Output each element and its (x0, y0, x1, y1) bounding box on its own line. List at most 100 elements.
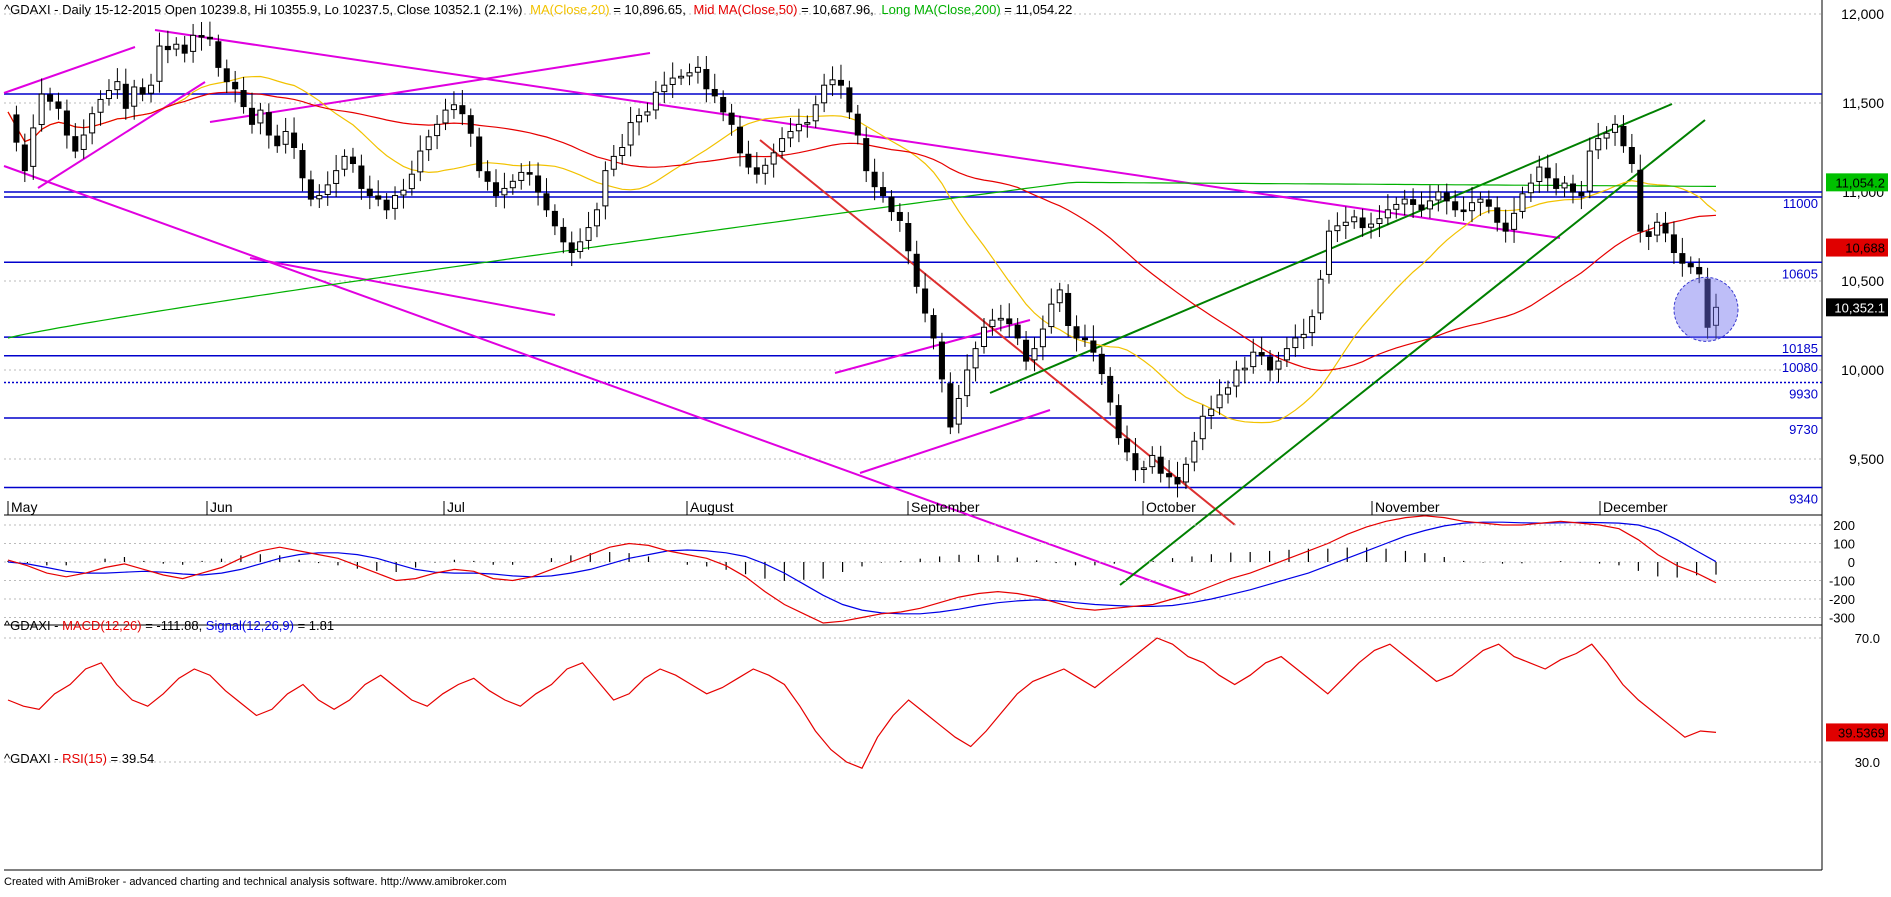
candle-body (1468, 202, 1476, 212)
highlight-circle (1673, 276, 1739, 342)
candle-body (333, 170, 340, 184)
macd-tick-label: -100 (1829, 574, 1855, 589)
candle-body (1452, 201, 1459, 211)
candle-body (223, 68, 230, 83)
candle-body (1418, 204, 1425, 211)
candle-body (63, 110, 70, 136)
value-badge (1826, 173, 1888, 192)
candle-body (922, 288, 929, 314)
macd-panel: 200 100 0 -100 -200 -300 (4, 515, 1855, 626)
candle-body (846, 87, 853, 113)
candle-body (1056, 289, 1063, 304)
candle-body (1048, 303, 1055, 328)
candle-body (1359, 217, 1366, 229)
candle-body (1132, 453, 1139, 471)
candle-body (1502, 222, 1509, 232)
candle-body (122, 83, 129, 109)
candle-body (955, 397, 962, 425)
candle-body (526, 172, 533, 175)
candle-body (812, 104, 819, 122)
candle-body (1258, 352, 1265, 357)
candle-body (425, 136, 432, 151)
level-label: 10080 (1782, 360, 1818, 375)
candle-body (753, 167, 760, 175)
candle-body (173, 43, 180, 50)
ma20-label: MA(Close,20) (530, 2, 609, 17)
ma50-label: Mid MA(Close,50) (693, 2, 797, 17)
channel-line (859, 409, 1051, 474)
candle-body (1654, 221, 1661, 236)
candle-body (248, 107, 256, 125)
candle-body (240, 90, 247, 108)
candle-body (30, 127, 37, 167)
candle-body (190, 34, 197, 52)
channel-line (759, 139, 1236, 526)
candle-body (1199, 415, 1206, 440)
candle-body (1712, 306, 1720, 326)
candle-body (551, 210, 558, 227)
candle-body (89, 113, 96, 134)
candle-body (21, 144, 28, 172)
price-header-ticker: ^GDAXI - Daily 15-12-2015 Open 10239.8, … (4, 2, 522, 17)
candle-body (947, 383, 954, 428)
candle-body (535, 175, 542, 193)
candle-body (13, 114, 20, 143)
candle-body (1224, 387, 1232, 395)
value-badge (1826, 238, 1888, 257)
candle-body (501, 187, 508, 196)
candle-body (1090, 340, 1097, 353)
candle-body (1519, 193, 1526, 212)
ma20-line (7, 75, 1717, 424)
candle-body (560, 226, 567, 243)
candle-body (1149, 454, 1156, 468)
candle-body (602, 170, 609, 207)
candle-body (913, 253, 920, 287)
candle-body (880, 187, 887, 197)
value-badge-label: 10,352.1 (1834, 300, 1885, 315)
ma20-value: = 10,896.65, (613, 2, 686, 17)
candle-body (888, 196, 895, 213)
month-axis: May Jun Jul August September October November D… (7, 499, 1668, 515)
ma200-value: = 11,054.22 (1004, 2, 1072, 17)
candle-body (863, 138, 870, 172)
candle-body (366, 188, 373, 197)
candle-body (274, 135, 281, 147)
candle-body (627, 122, 634, 146)
candle-body (1140, 467, 1147, 471)
channel-line (3, 46, 136, 94)
candle-body (644, 111, 651, 116)
candle-body (442, 109, 449, 124)
candle-body (291, 132, 298, 149)
macd-tick-label: -300 (1829, 611, 1855, 626)
candle-body (417, 150, 424, 173)
candle-body (232, 81, 239, 90)
candle-body (375, 195, 382, 200)
candle-body (349, 156, 356, 165)
candle-body (1410, 199, 1417, 205)
candle-body (1485, 199, 1492, 207)
candle-body (1511, 212, 1518, 230)
candle-body (1174, 477, 1181, 485)
candle-body (1342, 221, 1349, 226)
macd-tick-label: 100 (1833, 537, 1855, 552)
channel-line (209, 52, 651, 123)
candle-body (383, 199, 390, 211)
candle-body (1065, 292, 1072, 326)
level-label: 9340 (1789, 491, 1818, 506)
candle-body (1351, 216, 1358, 223)
candle-body (1696, 266, 1703, 275)
candle-body (156, 45, 163, 82)
month-label: Jun (210, 499, 233, 515)
candle-body (1612, 123, 1619, 133)
candle-body (1645, 231, 1652, 238)
price-tick-label: 9,500 (1849, 451, 1884, 467)
value-badge (1826, 298, 1888, 317)
month-label: August (690, 499, 734, 515)
candle-body (821, 84, 828, 104)
candle-body (972, 348, 979, 369)
candle-body (1477, 198, 1484, 203)
candle-body (215, 41, 222, 68)
ma200-label: Long MA(Close,200) (881, 2, 1000, 17)
level-label: 10605 (1782, 266, 1818, 281)
